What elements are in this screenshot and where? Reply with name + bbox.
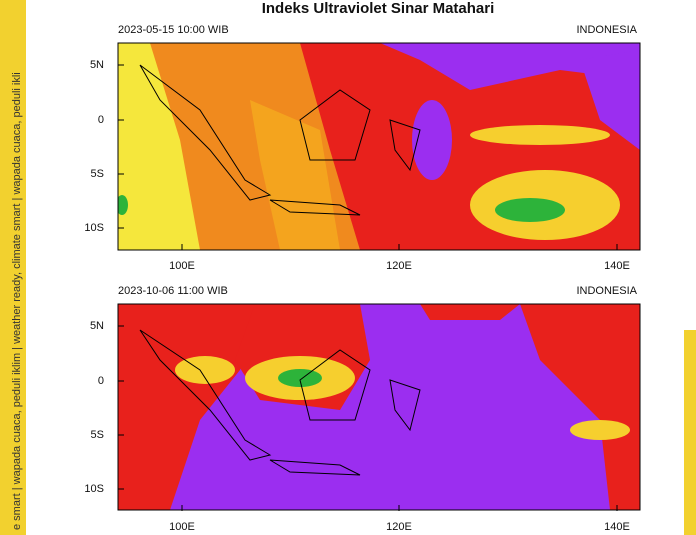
lon-label: 140E xyxy=(604,521,630,533)
side-text: e smart | wapada cuaca, peduli iklim | w… xyxy=(11,72,23,530)
uv-map xyxy=(118,43,640,250)
lat-label: 0 xyxy=(98,114,104,126)
title: Indeks Ultraviolet Sinar Matahari xyxy=(262,0,495,17)
panel-datetime: 2023-10-06 11:00 WIB xyxy=(118,285,228,297)
side-strip xyxy=(0,0,26,535)
lon-label: 140E xyxy=(604,260,630,272)
lat-label: 5S xyxy=(91,168,104,180)
side-strip-right xyxy=(684,330,696,535)
lon-label: 120E xyxy=(386,521,412,533)
uv-map xyxy=(118,304,640,510)
lat-label: 0 xyxy=(98,375,104,387)
lon-label: 120E xyxy=(386,260,412,272)
panel-datetime: 2023-05-15 10:00 WIB xyxy=(118,24,229,36)
panel-region: INDONESIA xyxy=(576,24,637,36)
lon-label: 100E xyxy=(169,521,195,533)
lon-label: 100E xyxy=(169,260,195,272)
lat-label: 10S xyxy=(84,222,104,234)
map-frame xyxy=(117,303,641,511)
panel-region: INDONESIA xyxy=(576,285,637,297)
lat-label: 5N xyxy=(90,59,104,71)
lat-label: 5N xyxy=(90,320,104,332)
lat-label: 5S xyxy=(91,429,104,441)
map-frame xyxy=(117,42,641,251)
lat-label: 10S xyxy=(84,483,104,495)
